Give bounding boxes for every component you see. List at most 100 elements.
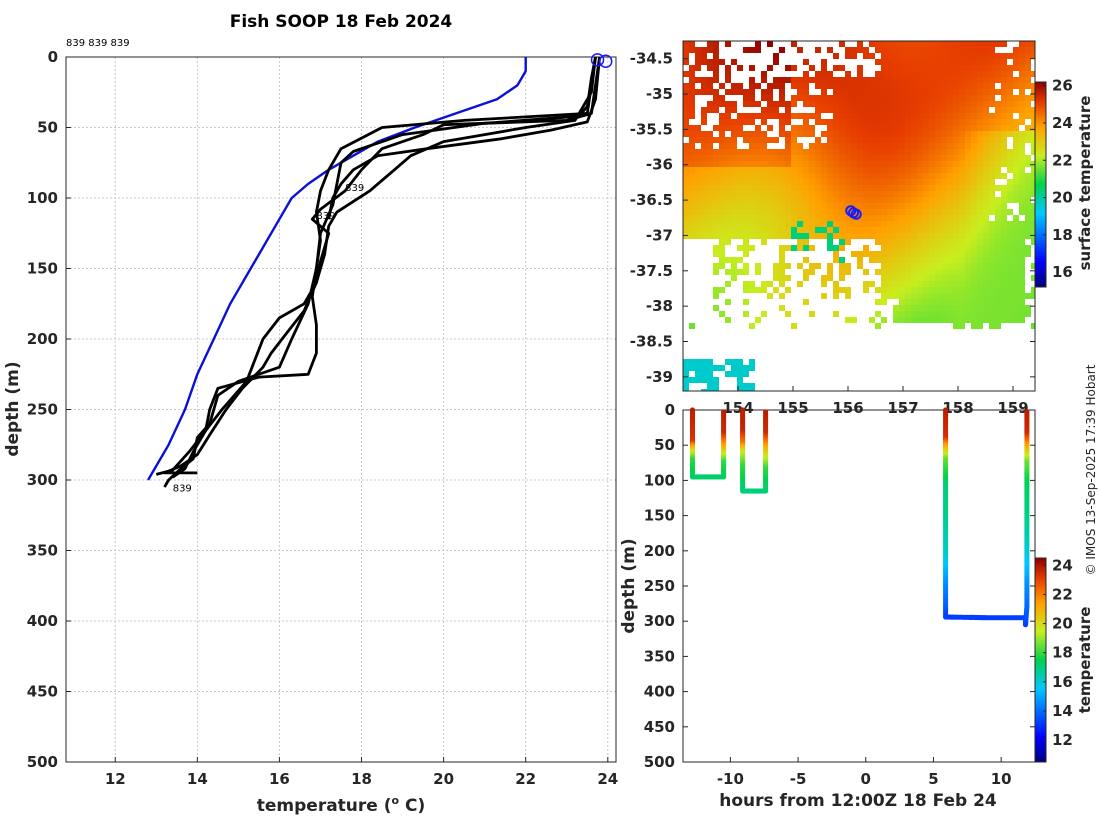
- sst-pixel: [713, 161, 719, 167]
- sst-pixel: [803, 155, 809, 161]
- sst-pixel: [743, 215, 749, 221]
- sst-pixel: [863, 185, 869, 191]
- sst-pixel: [1031, 107, 1035, 113]
- sst-pixel: [761, 311, 767, 317]
- sst-pixel: [845, 89, 851, 95]
- sst-pixel: [713, 203, 719, 209]
- sst-pixel: [977, 83, 983, 89]
- sst-pixel: [797, 221, 803, 227]
- sst-pixel: [1013, 167, 1019, 173]
- sst-pixel: [941, 233, 947, 239]
- sst-pixel: [935, 281, 941, 287]
- sst-pixel: [965, 275, 971, 281]
- sst-pixel: [875, 131, 881, 137]
- sst-pixel: [761, 119, 767, 125]
- sst-pixel: [839, 113, 845, 119]
- sst-pixel: [959, 197, 965, 203]
- sst-pixel: [905, 65, 911, 71]
- sst-pixel: [869, 53, 875, 59]
- sst-pixel: [959, 269, 965, 275]
- sst-pixel: [719, 191, 725, 197]
- sst-pixel: [761, 287, 767, 293]
- sst-pixel: [941, 215, 947, 221]
- sst-pixel: [1031, 233, 1035, 239]
- sst-pixel: [875, 221, 881, 227]
- sst-pixel: [947, 149, 953, 155]
- sst-pixel: [719, 113, 725, 119]
- sst-pixel: [989, 131, 995, 137]
- sst-pixel: [887, 161, 893, 167]
- sst-pixel: [959, 161, 965, 167]
- sst-pixel: [935, 95, 941, 101]
- sst-pixel: [989, 137, 995, 143]
- sst-pixel: [911, 83, 917, 89]
- sst-pixel: [863, 191, 869, 197]
- sst-pixel: [875, 71, 881, 77]
- sst-pixel: [971, 47, 977, 53]
- sst-pixel: [827, 233, 833, 239]
- sst-pixel: [959, 185, 965, 191]
- sst-pixel: [923, 269, 929, 275]
- sst-pixel: [917, 281, 923, 287]
- sst-pixel: [983, 59, 989, 65]
- sst-pixel: [1031, 53, 1035, 59]
- sst-pixel: [911, 239, 917, 245]
- sst-pixel: [965, 143, 971, 149]
- sst-pixel: [899, 227, 905, 233]
- sst-pixel: [755, 137, 761, 143]
- sst-pixel: [989, 233, 995, 239]
- sst-pixel: [935, 101, 941, 107]
- sst-pixel: [917, 71, 923, 77]
- sst-pixel: [1025, 83, 1031, 89]
- sst-pixel: [1031, 131, 1035, 137]
- sst-pixel: [749, 215, 755, 221]
- sst-pixel: [935, 125, 941, 131]
- sst-pixel: [911, 131, 917, 137]
- sst-pixel: [749, 95, 755, 101]
- sst-pixel: [791, 185, 797, 191]
- sst-pixel: [887, 167, 893, 173]
- sst-pixel: [989, 41, 995, 47]
- sst-pixel: [857, 155, 863, 161]
- profile-xtick-label-14: 14: [187, 770, 208, 788]
- sst-pixel: [785, 215, 791, 221]
- sst-pixel: [737, 383, 743, 389]
- sst-pixel: [683, 149, 689, 155]
- sst-pixel: [977, 137, 983, 143]
- sst-pixel: [887, 233, 893, 239]
- sst-pixel: [683, 365, 689, 371]
- sst-pixel: [983, 131, 989, 137]
- sst-pixel: [875, 287, 881, 293]
- sst-pixel: [869, 149, 875, 155]
- sst-pixel: [899, 293, 905, 299]
- sst-pixel: [899, 65, 905, 71]
- sst-pixel: [851, 233, 857, 239]
- sst-pixel: [785, 191, 791, 197]
- sst-pixel: [743, 155, 749, 161]
- sst-pixel: [1007, 275, 1013, 281]
- sst-pixel: [923, 53, 929, 59]
- sst-pixel: [995, 215, 1001, 221]
- sst-pixel: [983, 191, 989, 197]
- sst-pixel: [875, 155, 881, 161]
- sst-pixel: [809, 197, 815, 203]
- sst-pixel: [1031, 209, 1035, 215]
- sst-pixel: [743, 191, 749, 197]
- sst-pixel: [833, 131, 839, 137]
- sst-pixel: [797, 197, 803, 203]
- sst-pixel: [851, 113, 857, 119]
- dt-ytick-label-150: 150: [644, 507, 675, 525]
- sst-pixel: [875, 113, 881, 119]
- sst-pixel: [953, 119, 959, 125]
- sst-pixel: [713, 227, 719, 233]
- sst-pixel: [827, 107, 833, 113]
- sst-pixel: [821, 215, 827, 221]
- sst-pixel: [887, 245, 893, 251]
- sst-pixel: [1025, 197, 1031, 203]
- sst-pixel: [941, 209, 947, 215]
- sst-pixel: [683, 47, 689, 53]
- profile-xlabel: temperature (o C): [257, 794, 426, 816]
- sst-pixel: [833, 233, 839, 239]
- sst-pixel: [995, 185, 1001, 191]
- sst-pixel: [1013, 251, 1019, 257]
